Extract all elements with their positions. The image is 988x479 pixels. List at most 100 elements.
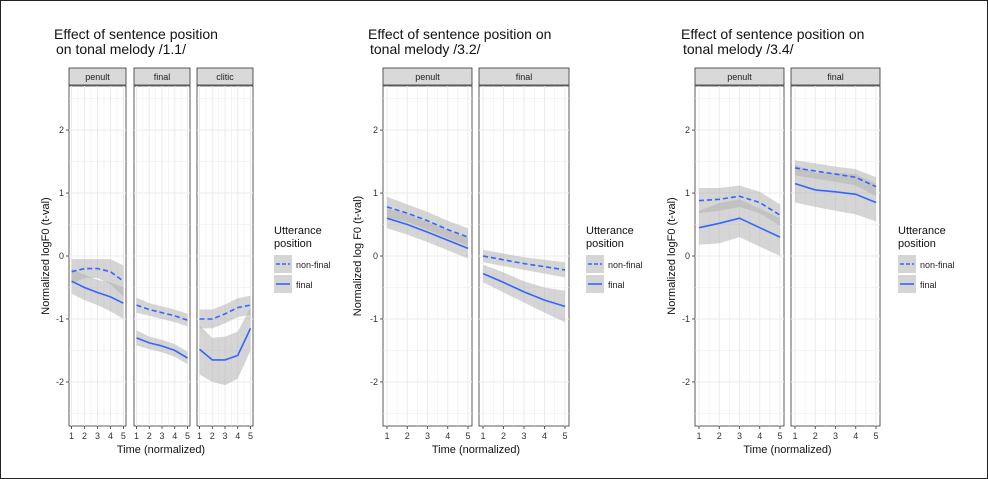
x-tick-label: 2 bbox=[147, 431, 152, 441]
facet-strip-label: penult bbox=[415, 72, 440, 82]
facet-strip-label: final bbox=[154, 72, 171, 82]
y-tick-label: 0 bbox=[685, 251, 690, 261]
x-tick-label: 4 bbox=[445, 431, 450, 441]
facet-strip-label: final bbox=[827, 72, 844, 82]
y-tick-label: 2 bbox=[59, 125, 64, 135]
series-line-final bbox=[136, 337, 188, 359]
chart-title-line2: tonal melody /3.2/ bbox=[370, 41, 481, 57]
series-line-non-final bbox=[482, 255, 566, 271]
y-tick-label: 1 bbox=[685, 188, 690, 198]
series-line-non-final bbox=[199, 304, 251, 320]
y-tick-label: 1 bbox=[59, 188, 64, 198]
ci-ribbon-final bbox=[699, 199, 780, 256]
x-tick-label: 2 bbox=[405, 431, 410, 441]
series-line-final bbox=[71, 280, 124, 304]
y-tick-label: 2 bbox=[373, 125, 378, 135]
x-axis-title: Time (normalized) bbox=[743, 444, 831, 456]
x-tick-label: 1 bbox=[792, 431, 797, 441]
x-tick-label: 1 bbox=[481, 431, 486, 441]
y-tick-label: 0 bbox=[59, 251, 64, 261]
y-tick-label: -2 bbox=[370, 377, 378, 387]
x-tick-label: 4 bbox=[853, 431, 858, 441]
legend-title-line1: Utterance bbox=[898, 225, 946, 237]
x-tick-label: 5 bbox=[562, 431, 567, 441]
x-axis-title: Time (normalized) bbox=[117, 444, 205, 456]
ci-ribbon-final bbox=[136, 330, 188, 365]
facet-strip bbox=[382, 67, 473, 86]
x-tick-label: 3 bbox=[159, 431, 164, 441]
x-tick-label: 4 bbox=[542, 431, 547, 441]
ci-ribbon-final bbox=[71, 268, 124, 319]
series-line-non-final bbox=[136, 304, 188, 321]
series-line-final bbox=[794, 182, 877, 204]
chart-title-line1: Effect of sentence position on bbox=[368, 26, 551, 42]
y-tick-label: -1 bbox=[682, 314, 690, 324]
legend-label: final bbox=[920, 280, 937, 290]
x-tick-label: 1 bbox=[134, 431, 139, 441]
legend-title-line1: Utterance bbox=[586, 225, 634, 237]
x-tick-label: 2 bbox=[82, 431, 87, 441]
facet-strip bbox=[133, 67, 191, 86]
chart-title-line1: Effect of sentence position bbox=[54, 26, 218, 42]
y-axis-title: Normalized logF0 (t-val) bbox=[666, 197, 678, 314]
legend-title-line2: position bbox=[898, 238, 936, 250]
legend-label: non-final bbox=[608, 260, 643, 270]
x-tick-label: 4 bbox=[757, 431, 762, 441]
series-line-non-final bbox=[794, 167, 877, 188]
facet-strip bbox=[694, 67, 785, 86]
x-tick-label: 1 bbox=[197, 431, 202, 441]
x-tick-label: 2 bbox=[717, 431, 722, 441]
ci-ribbon-final bbox=[387, 208, 468, 259]
x-tick-label: 5 bbox=[185, 431, 190, 441]
x-tick-label: 4 bbox=[172, 431, 177, 441]
series-line-non-final bbox=[386, 206, 469, 238]
ci-ribbon-final bbox=[795, 164, 876, 222]
y-tick-label: -2 bbox=[56, 377, 64, 387]
chart-title-line2: on tonal melody /1.1/ bbox=[56, 41, 186, 57]
y-tick-label: -1 bbox=[370, 314, 378, 324]
x-axis-title: Time (normalized) bbox=[432, 444, 520, 456]
x-tick-label: 2 bbox=[813, 431, 818, 441]
y-tick-label: -2 bbox=[682, 377, 690, 387]
series-line-final bbox=[482, 272, 566, 308]
x-tick-label: 4 bbox=[108, 431, 113, 441]
series-line-final bbox=[386, 217, 469, 250]
x-tick-label: 2 bbox=[501, 431, 506, 441]
y-tick-label: 1 bbox=[373, 188, 378, 198]
legend-label: final bbox=[608, 280, 625, 290]
x-tick-label: 5 bbox=[777, 431, 782, 441]
x-tick-label: 5 bbox=[121, 431, 126, 441]
series-line-final bbox=[198, 328, 252, 361]
x-tick-label: 4 bbox=[235, 431, 240, 441]
facet-strip bbox=[196, 67, 254, 86]
x-tick-label: 1 bbox=[384, 431, 389, 441]
y-axis-title: Normalized log F0 (t-val) bbox=[352, 196, 364, 316]
legend-label: non-final bbox=[296, 260, 331, 270]
chart-title-line1: Effect of sentence position on bbox=[681, 26, 864, 42]
x-tick-label: 2 bbox=[210, 431, 215, 441]
legend-title-line1: Utterance bbox=[274, 225, 322, 237]
x-tick-label: 3 bbox=[95, 431, 100, 441]
y-tick-label: -1 bbox=[56, 314, 64, 324]
facet-strip-label: clitic bbox=[216, 72, 234, 82]
facet-strip bbox=[478, 67, 570, 86]
x-tick-label: 1 bbox=[69, 431, 74, 441]
x-tick-label: 3 bbox=[222, 431, 227, 441]
ci-ribbon-final bbox=[199, 307, 251, 386]
facet-strip bbox=[790, 67, 881, 86]
ci-ribbon-final bbox=[483, 264, 565, 323]
y-tick-label: 0 bbox=[373, 251, 378, 261]
ci-ribbon-non-final bbox=[71, 259, 124, 297]
series-line-final bbox=[698, 217, 781, 238]
x-tick-label: 5 bbox=[465, 431, 470, 441]
x-tick-label: 3 bbox=[521, 431, 526, 441]
x-tick-label: 5 bbox=[873, 431, 878, 441]
x-tick-label: 3 bbox=[425, 431, 430, 441]
legend-label: final bbox=[296, 280, 313, 290]
legend-title-line2: position bbox=[274, 238, 312, 250]
legend-title-line2: position bbox=[586, 238, 624, 250]
y-tick-label: 2 bbox=[685, 125, 690, 135]
facet-strip-label: penult bbox=[85, 72, 110, 82]
